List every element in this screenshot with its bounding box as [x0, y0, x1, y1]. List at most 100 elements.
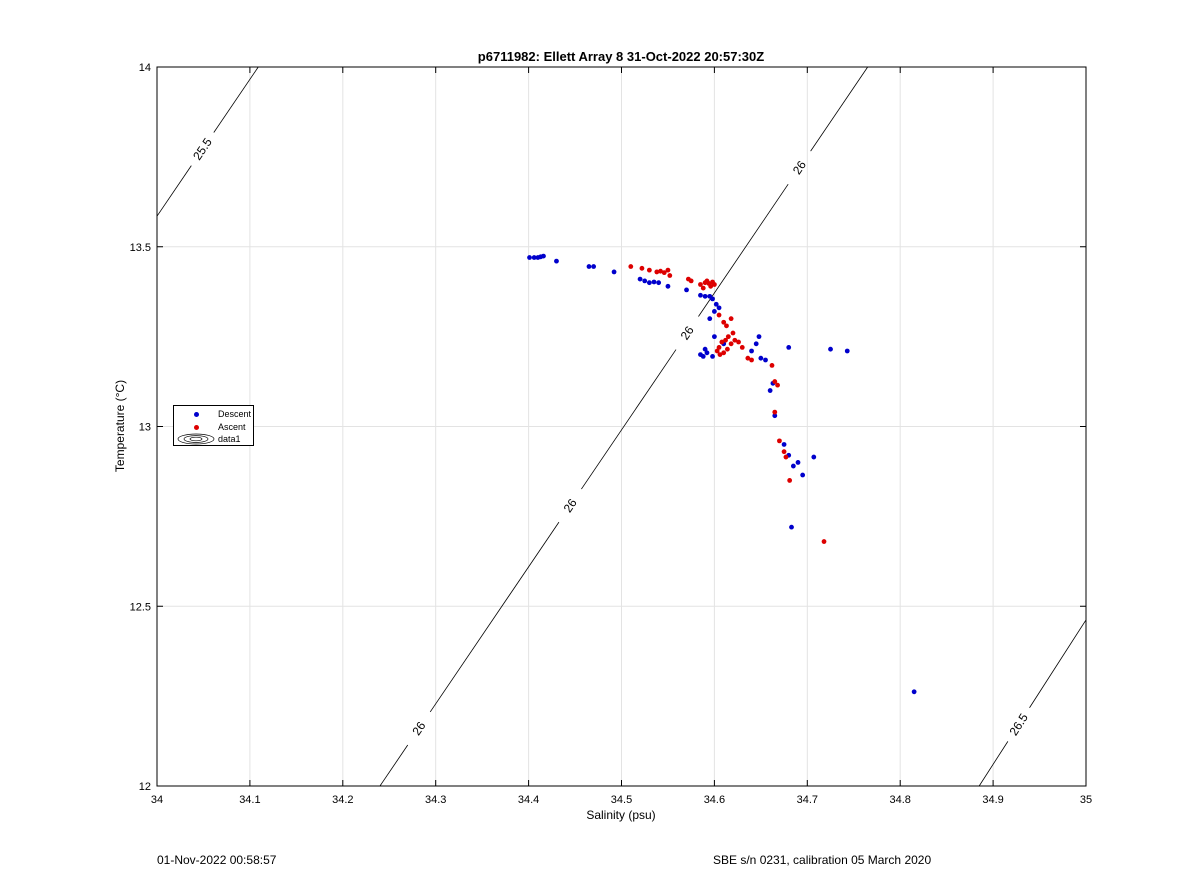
- descent-point: [704, 350, 710, 356]
- y-tick-label: 12.5: [130, 601, 151, 613]
- ascent-point: [698, 282, 703, 287]
- ascent-point: [725, 334, 731, 340]
- legend-label-ascent: Ascent: [218, 422, 246, 432]
- x-tick-label: 34: [151, 794, 163, 806]
- isopycnal-label: 26: [561, 496, 580, 515]
- x-tick-label: 34.9: [982, 794, 1003, 806]
- ascent-point: [772, 379, 778, 384]
- descent-point: [800, 472, 806, 478]
- ascent-point: [688, 278, 694, 284]
- ascent-point: [736, 339, 741, 345]
- legend: Descent Ascent data1: [173, 405, 254, 446]
- x-tick-label: 34.2: [332, 794, 353, 806]
- descent-point: [646, 280, 652, 286]
- isopycnal-segment: [978, 741, 1009, 787]
- ascent-point: [646, 267, 652, 273]
- legend-label-contour: data1: [218, 434, 241, 444]
- descent-marker-icon: [194, 412, 199, 417]
- descent-point: [811, 454, 817, 460]
- ascent-point: [665, 267, 671, 273]
- x-tick-label: 34.8: [889, 794, 910, 806]
- legend-item-ascent: Ascent: [174, 421, 253, 433]
- ascent-point: [724, 323, 729, 329]
- isopycnal-label: 26: [678, 323, 697, 342]
- y-tick-label: 13: [139, 422, 151, 434]
- y-tick-label: 14: [139, 62, 151, 74]
- ascent-point: [787, 478, 793, 483]
- ascent-point: [730, 330, 736, 336]
- ascent-point: [769, 362, 775, 368]
- ascent-point: [728, 316, 734, 322]
- ascent-point: [639, 265, 645, 271]
- ascent-point: [745, 355, 751, 361]
- descent-point: [554, 258, 559, 264]
- descent-point: [710, 353, 715, 359]
- ascent-point: [714, 348, 720, 354]
- chart-title: p6711982: Ellett Array 8 31-Oct-2022 20:…: [478, 49, 764, 64]
- descent-point: [713, 301, 719, 307]
- ascent-point: [821, 539, 827, 544]
- y-tick-label: 12: [139, 781, 151, 793]
- descent-point: [789, 524, 794, 530]
- isopycnal-segment: [379, 744, 409, 787]
- descent-point: [702, 293, 708, 299]
- ascent-point: [716, 345, 722, 350]
- descent-point: [781, 442, 787, 447]
- ascent-point: [700, 285, 706, 291]
- ascent-point: [716, 312, 722, 318]
- x-tick-label: 34.7: [797, 794, 818, 806]
- ascent-marker-icon: [194, 425, 199, 430]
- descent-point: [684, 287, 689, 293]
- ascent-point: [775, 382, 780, 388]
- descent-point: [527, 255, 532, 260]
- descent-point: [767, 388, 773, 393]
- ascent-point: [721, 319, 727, 325]
- ascent-point: [708, 283, 714, 289]
- ascent-point: [717, 352, 723, 357]
- isopycnal-label: 26: [409, 719, 428, 738]
- grid-lines: [157, 67, 1086, 786]
- x-tick-label: 34.5: [611, 794, 632, 806]
- ascent-point: [719, 339, 725, 345]
- axis-ticks: 34 34.1 34.2 34.3 34.4 34.5 34.6 34.7 34.8 34.9 35…: [130, 62, 1093, 806]
- isopycnal-label: 26.5: [1006, 711, 1031, 738]
- ascent-point: [732, 337, 738, 343]
- descent-point: [828, 346, 833, 352]
- isopycnal-label: 26: [790, 158, 809, 177]
- descent-point: [611, 269, 617, 275]
- legend-item-descent: Descent: [174, 408, 253, 420]
- descent-point: [698, 292, 703, 298]
- y-axis-label: Temperature (°C): [113, 380, 127, 472]
- footer-sensor-info: SBE s/n 0231, calibration 05 March 2020: [713, 853, 932, 867]
- descent-point: [656, 280, 662, 286]
- ascent-point: [721, 350, 727, 356]
- footer-timestamp: 01-Nov-2022 00:58:57: [157, 853, 277, 867]
- isopycnal-label: 25.5: [190, 135, 215, 162]
- ascent-point: [725, 346, 730, 352]
- x-tick-label: 34.6: [704, 794, 725, 806]
- descent-point: [665, 283, 671, 289]
- descent-point: [786, 345, 792, 350]
- descent-point: [712, 334, 717, 340]
- x-tick-label: 34.1: [239, 794, 260, 806]
- descent-point: [637, 276, 643, 282]
- descent-point: [756, 334, 762, 340]
- ascent-point: [661, 270, 667, 276]
- ascent-point: [739, 345, 745, 350]
- descent-point: [763, 357, 768, 363]
- descent-point: [790, 463, 796, 469]
- descent-point: [591, 264, 597, 269]
- x-tick-label: 34.3: [425, 794, 446, 806]
- descent-point: [844, 348, 850, 354]
- isopycnal-segment: [810, 66, 869, 152]
- descent-point: [716, 305, 722, 311]
- x-tick-label: 35: [1080, 794, 1092, 806]
- ascent-point: [772, 409, 778, 415]
- legend-label-descent: Descent: [218, 409, 252, 419]
- ascent-point: [728, 341, 734, 347]
- ascent-point: [667, 273, 673, 278]
- ascent-point: [781, 449, 787, 455]
- descent-point: [700, 353, 706, 359]
- ascent-point: [777, 438, 782, 444]
